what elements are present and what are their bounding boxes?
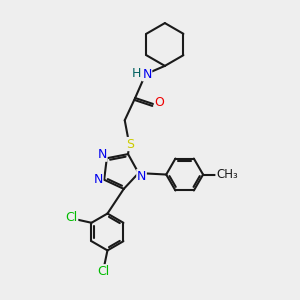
Text: N: N xyxy=(98,148,107,161)
Text: Cl: Cl xyxy=(65,211,78,224)
Text: Cl: Cl xyxy=(97,265,109,278)
Text: O: O xyxy=(154,96,164,109)
Text: N: N xyxy=(142,68,152,81)
Text: S: S xyxy=(126,138,134,151)
Text: N: N xyxy=(94,173,103,186)
Text: N: N xyxy=(137,169,146,182)
Text: CH₃: CH₃ xyxy=(216,168,238,181)
Text: H: H xyxy=(132,67,141,80)
